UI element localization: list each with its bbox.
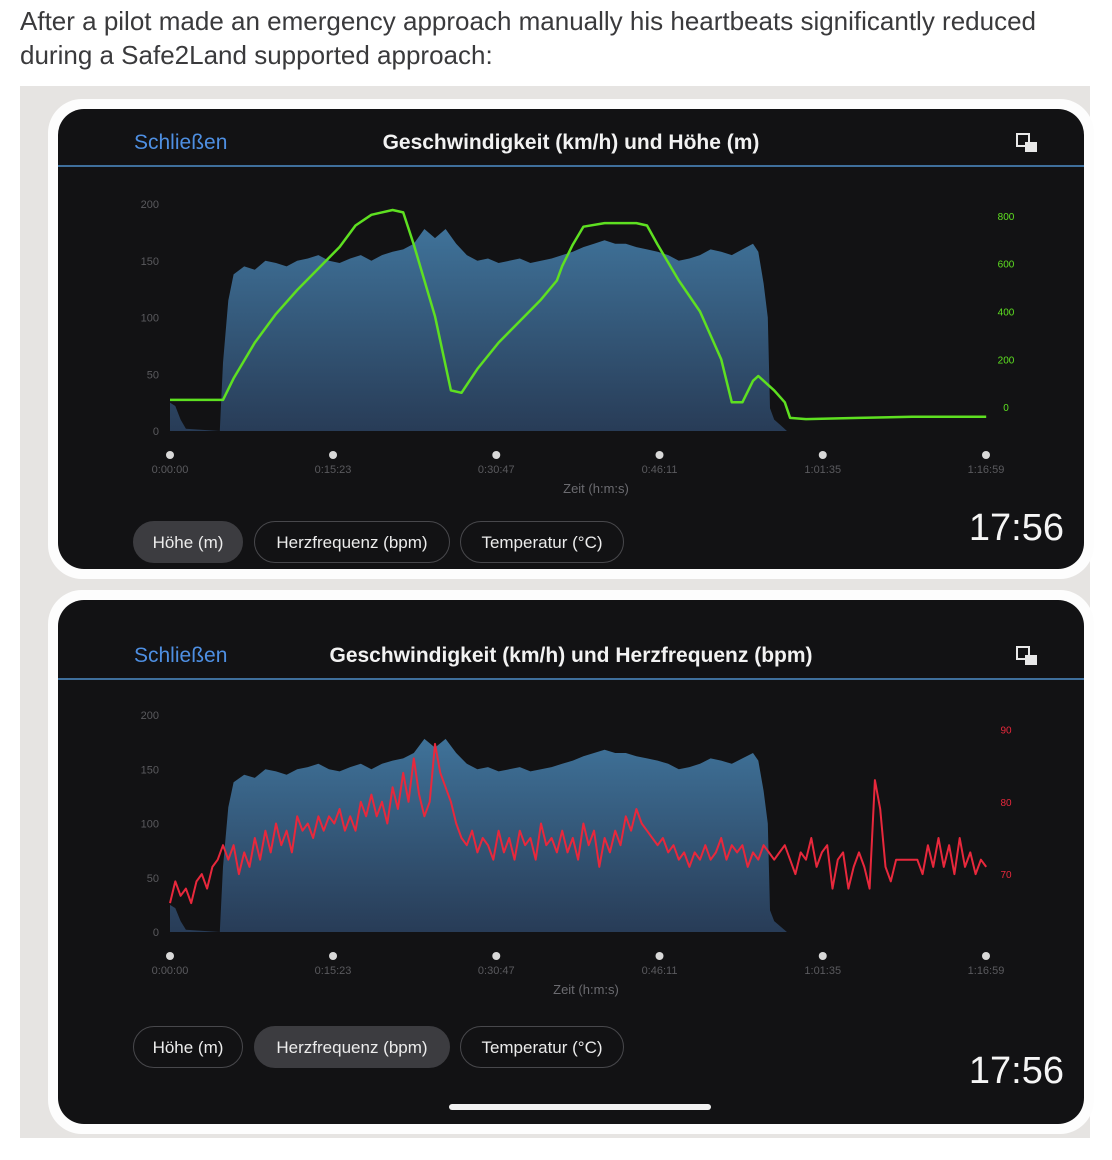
toggle-bar: Höhe (m) Herzfrequenz (bpm) Temperatur (… [133, 1026, 653, 1070]
y-left-tick-label: 100 [141, 313, 159, 325]
close-button[interactable]: Schließen [134, 644, 228, 667]
y-left-tick-label: 200 [141, 199, 159, 211]
toggle-herzfrequenz[interactable]: Herzfrequenz (bpm) [254, 521, 450, 563]
y-left-tick-label: 100 [141, 819, 159, 831]
clock: 17:56 [968, 1050, 1064, 1092]
y-left-tick-label: 0 [153, 426, 159, 438]
y-right-tick-label: 800 [998, 212, 1015, 223]
x-tick-dot [166, 952, 174, 960]
card-altitude: Schließen Geschwindigkeit (km/h) und Höh… [48, 99, 1094, 579]
x-tick-label: 0:30:47 [478, 965, 515, 977]
header: Schließen Geschwindigkeit (km/h) und Her… [58, 622, 1084, 680]
photo: Schließen Geschwindigkeit (km/h) und Höh… [20, 86, 1094, 1138]
x-tick-dot [655, 952, 664, 960]
home-indicator[interactable] [449, 1104, 711, 1110]
toggle-herzfrequenz[interactable]: Herzfrequenz (bpm) [254, 1026, 450, 1068]
x-tick-label: 0:00:00 [152, 464, 189, 476]
x-tick-dot [655, 451, 664, 459]
phone-screen: Schließen Geschwindigkeit (km/h) und Her… [58, 600, 1084, 1124]
toggle-temperatur[interactable]: Temperatur (°C) [460, 1026, 624, 1068]
y-left-tick-label: 150 [141, 764, 159, 776]
chart-title: Geschwindigkeit (km/h) und Herzfrequenz … [329, 644, 813, 667]
y-right-tick-label: 0 [1003, 403, 1009, 414]
chart: 0 50 100 150 200 0 200 400 600 800 0:00:00 0:15:23 0… [141, 199, 1015, 496]
y-right-tick-label: 70 [1000, 870, 1012, 881]
x-tick-dot [818, 451, 827, 459]
x-axis-label: Zeit (h:m:s) [553, 982, 619, 997]
speed-area [170, 738, 787, 932]
x-tick-label: 0:15:23 [315, 965, 352, 977]
x-tick-dot [329, 451, 338, 459]
x-axis-label: Zeit (h:m:s) [563, 481, 629, 496]
altitude-line [170, 208, 987, 421]
x-tick-dot [492, 952, 501, 960]
card-heartrate: Schließen Geschwindigkeit (km/h) und Her… [48, 590, 1094, 1134]
y-left-tick-label: 0 [153, 927, 159, 939]
x-tick-label: 1:16:59 [968, 965, 1005, 977]
toggle-bar: Höhe (m) Herzfrequenz (bpm) Temperatur (… [133, 521, 653, 565]
x-tick-dot [982, 451, 990, 459]
y-left-tick-label: 200 [141, 710, 159, 722]
clock: 17:56 [968, 507, 1064, 549]
x-tick-dot [982, 952, 990, 960]
y-right-tick-label: 80 [1000, 798, 1012, 809]
x-tick-label: 0:46:11 [642, 965, 678, 977]
heart-rate-line [169, 742, 988, 905]
x-tick-label: 0:00:00 [152, 965, 189, 977]
close-button[interactable]: Schließen [134, 131, 228, 154]
y-right-tick-label: 200 [998, 355, 1015, 366]
y-right-tick-label: 400 [998, 308, 1015, 319]
y-left-tick-label: 50 [147, 369, 159, 381]
speed-area [170, 229, 787, 431]
x-tick-label: 1:16:59 [968, 464, 1005, 476]
header: Schließen Geschwindigkeit (km/h) und Höh… [58, 109, 1084, 167]
expand-icon[interactable] [1016, 133, 1038, 155]
x-tick-label: 0:15:23 [315, 464, 352, 476]
x-tick-dot [329, 952, 338, 960]
y-left-tick-label: 50 [147, 873, 159, 885]
expand-icon[interactable] [1016, 646, 1038, 668]
x-tick-label: 1:01:35 [804, 464, 841, 476]
x-tick-label: 0:30:47 [478, 464, 515, 476]
chart-title: Geschwindigkeit (km/h) und Höhe (m) [382, 131, 760, 154]
x-tick-label: 1:01:35 [804, 965, 841, 977]
x-tick-dot [166, 451, 174, 459]
chart: 0 50 100 150 200 70 80 90 0:00:00 0:15:23 0:30:47 0… [141, 710, 1012, 997]
x-tick-dot [492, 451, 501, 459]
phone-screen: Schließen Geschwindigkeit (km/h) und Höh… [58, 109, 1084, 569]
y-right-tick-label: 600 [998, 260, 1015, 271]
y-right-tick-label: 90 [1000, 725, 1012, 736]
y-left-tick-label: 150 [141, 256, 159, 268]
x-tick-dot [818, 952, 827, 960]
x-tick-label: 0:46:11 [642, 464, 678, 476]
toggle-temperatur[interactable]: Temperatur (°C) [460, 521, 624, 563]
post-caption: After a pilot made an emergency approach… [20, 6, 1037, 70]
toggle-hoehe[interactable]: Höhe (m) [133, 521, 243, 563]
toggle-hoehe[interactable]: Höhe (m) [133, 1026, 243, 1068]
